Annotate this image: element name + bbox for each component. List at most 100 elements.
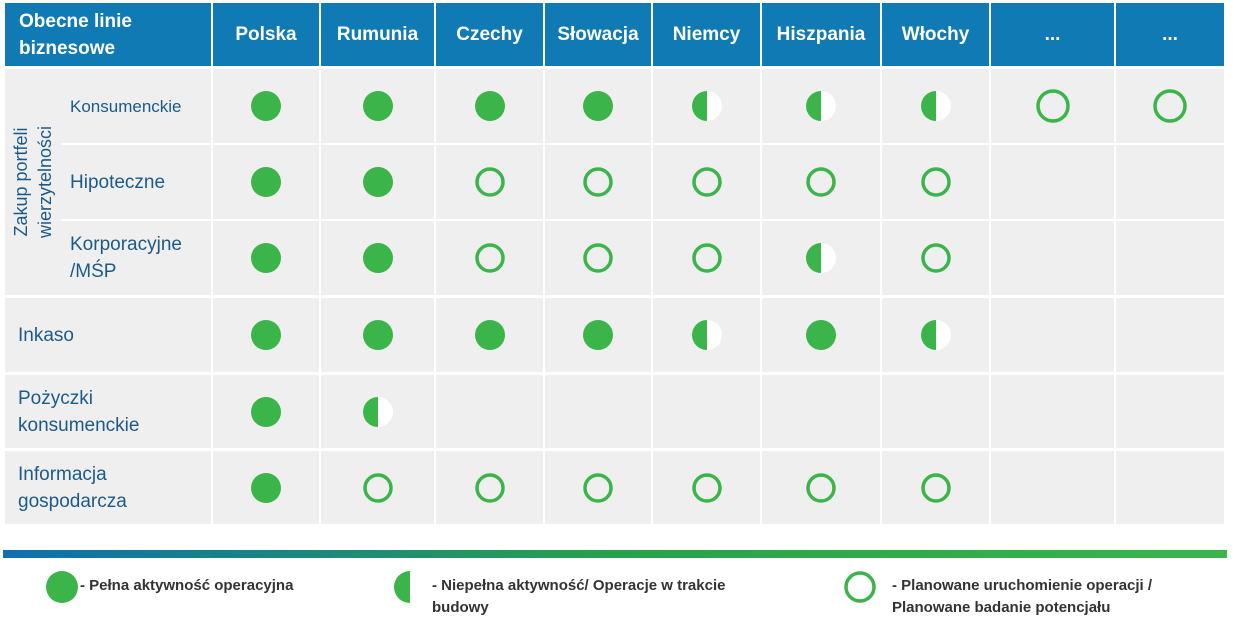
cell — [436, 451, 543, 524]
legend-icon — [45, 570, 79, 609]
legend-text: - Niepełna aktywność/ Operacje w trakcie… — [432, 577, 726, 616]
status-icon — [362, 319, 394, 351]
cell — [991, 451, 1114, 524]
legend-text: - Pełna aktywność operacyjna — [80, 577, 294, 594]
cell — [882, 298, 989, 372]
column-header: Włochy — [882, 3, 989, 66]
cell — [882, 145, 989, 219]
cell — [321, 451, 434, 524]
status-icon — [474, 472, 506, 504]
legend-icon — [843, 570, 877, 609]
cell — [436, 375, 543, 448]
status-icon — [582, 90, 614, 122]
status-icon — [362, 166, 394, 198]
cell — [545, 69, 651, 143]
cell — [545, 145, 651, 219]
row-label: Konsumenckie — [61, 69, 211, 143]
cell — [1116, 69, 1224, 143]
status-icon — [250, 166, 282, 198]
cell — [213, 69, 319, 143]
cell — [436, 69, 543, 143]
status-icon — [250, 319, 282, 351]
cell — [762, 145, 880, 219]
cell — [653, 451, 760, 524]
cell — [991, 145, 1114, 219]
group-label: Zakup portfeli wierzytelności — [11, 125, 55, 239]
status-icon — [1035, 88, 1071, 124]
cell — [213, 145, 319, 219]
cell — [436, 298, 543, 372]
status-icon — [805, 472, 837, 504]
group-cell — [5, 69, 61, 295]
cell — [321, 145, 434, 219]
row-label: Korporacyjne /MŚP — [61, 221, 211, 295]
cell — [762, 221, 880, 295]
status-icon — [250, 242, 282, 274]
status-icon — [691, 319, 723, 351]
cell — [1116, 221, 1224, 295]
status-icon — [805, 242, 837, 274]
status-icon — [582, 472, 614, 504]
status-icon — [691, 242, 723, 274]
cell — [653, 375, 760, 448]
status-icon — [250, 90, 282, 122]
cell — [321, 298, 434, 372]
legend-icon — [393, 570, 427, 609]
cell — [545, 451, 651, 524]
cell — [545, 221, 651, 295]
cell — [213, 221, 319, 295]
status-icon — [920, 242, 952, 274]
cell — [653, 298, 760, 372]
row-label: Pożyczki konsumenckie — [5, 375, 211, 448]
row-label: Informacja gospodarcza — [5, 451, 211, 524]
column-header: Niemcy — [653, 3, 760, 66]
row-label: Hipoteczne — [61, 145, 211, 219]
cell — [436, 221, 543, 295]
status-icon — [362, 396, 394, 428]
cell — [545, 375, 651, 448]
status-icon — [920, 90, 952, 122]
status-icon — [1152, 88, 1188, 124]
legend-text: - Planowane uruchomienie operacji / Plan… — [892, 577, 1153, 616]
status-icon — [920, 166, 952, 198]
cell — [762, 375, 880, 448]
column-header: ... — [991, 3, 1114, 66]
status-icon — [582, 242, 614, 274]
cell — [436, 145, 543, 219]
status-icon — [474, 166, 506, 198]
cell — [1116, 451, 1224, 524]
column-header: Hiszpania — [762, 3, 880, 66]
cell — [213, 451, 319, 524]
status-icon — [582, 166, 614, 198]
status-icon — [362, 242, 394, 274]
column-header: Czechy — [436, 3, 543, 66]
status-icon — [920, 319, 952, 351]
status-icon — [474, 242, 506, 274]
status-icon — [691, 472, 723, 504]
status-icon — [805, 90, 837, 122]
column-header: ... — [1116, 3, 1224, 66]
cell — [213, 375, 319, 448]
cell — [991, 298, 1114, 372]
status-icon — [474, 319, 506, 351]
cell — [882, 451, 989, 524]
cell — [653, 145, 760, 219]
status-icon — [362, 472, 394, 504]
corner-header: Obecne linie biznesowe — [5, 3, 211, 66]
cell — [762, 69, 880, 143]
status-icon — [920, 472, 952, 504]
cell — [1116, 145, 1224, 219]
cell — [321, 69, 434, 143]
cell — [991, 69, 1114, 143]
cell — [213, 298, 319, 372]
column-header: Słowacja — [545, 3, 651, 66]
status-icon — [474, 90, 506, 122]
cell — [321, 375, 434, 448]
divider-bar — [3, 550, 1227, 558]
cell — [1116, 298, 1224, 372]
cell — [653, 69, 760, 143]
status-icon — [250, 472, 282, 504]
status-icon — [691, 166, 723, 198]
status-icon — [805, 166, 837, 198]
